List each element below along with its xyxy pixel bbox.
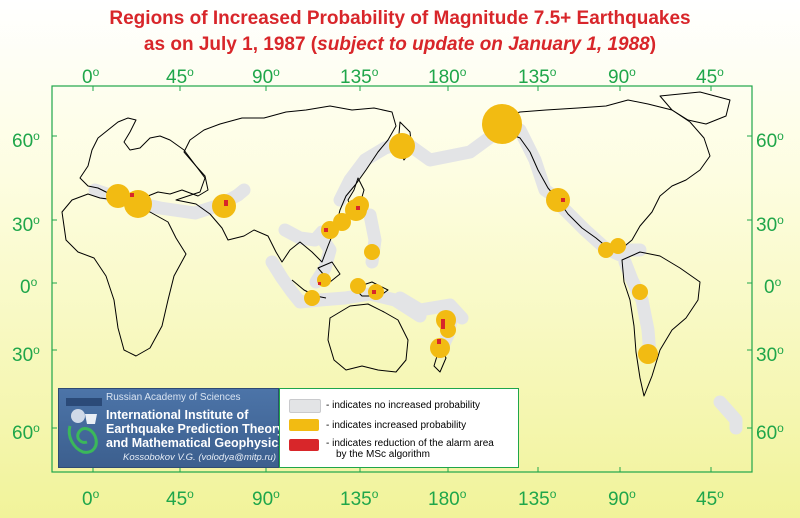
- new-guinea-outline: [353, 281, 389, 297]
- gray-zones: [88, 123, 743, 435]
- left-tick-60s: 60o: [12, 421, 40, 444]
- institute-emblem-icon: [66, 398, 102, 454]
- zone-red-kermadec: [437, 339, 441, 344]
- north-america-outline: [499, 99, 711, 251]
- legend-label-gray: - indicates no increased probability: [326, 400, 480, 411]
- zone-yellow-japan: [351, 196, 369, 214]
- bottom-tick-180: 180o: [428, 487, 467, 510]
- logo-institute-line3: and Mathematical Geophysics: [106, 436, 286, 450]
- yellow-zones: [106, 104, 658, 364]
- bottom-tick-90w: 90o: [608, 487, 636, 510]
- greenland-outline: [659, 91, 731, 125]
- zone-yellow-peru: [632, 284, 648, 300]
- right-tick-60n: 60o: [756, 129, 784, 152]
- legend-label-red: - indicates reduction of the alarm area: [326, 438, 494, 449]
- zone-red-tonga: [441, 319, 445, 329]
- map-title-line1: Regions of Increased Probability of Magn…: [109, 8, 691, 29]
- zone-yellow-california: [546, 188, 570, 212]
- zone-andes: [618, 255, 657, 362]
- map-frame: [51, 85, 753, 473]
- zone-yellow-kermadec: [430, 338, 450, 358]
- legend-swatch-gray: [289, 399, 321, 413]
- zone-aleutians: [398, 123, 507, 167]
- africa-outline: [61, 193, 187, 357]
- left-tick-0: 0o: [20, 275, 38, 298]
- asia-outline: [175, 105, 397, 263]
- right-tick-0: 0o: [764, 275, 782, 298]
- zone-yellow-banda: [350, 278, 366, 294]
- zone-yellow-guatemala: [610, 238, 626, 254]
- zone-yellow-alaska: [482, 104, 522, 144]
- top-tick-90w: 90o: [608, 65, 636, 88]
- zone-south-sandwich: [713, 395, 743, 435]
- right-tick-30n: 30o: [756, 213, 784, 236]
- left-tick-60n: 60o: [12, 129, 40, 152]
- red-zones: [130, 193, 565, 344]
- top-tick-90: 90o: [252, 65, 280, 88]
- zone-yellow-mariana: [364, 244, 380, 260]
- institute-logo-panel: Russian Academy of Sciences Internationa…: [58, 388, 285, 468]
- logo-institute-line1: International Institute of: [106, 408, 249, 422]
- zone-red-hindu-kush: [224, 200, 228, 206]
- top-tick-45w: 45o: [696, 65, 724, 88]
- zone-yellow-taiwan-b: [333, 213, 351, 231]
- bottom-tick-45: 45o: [166, 487, 194, 510]
- zone-caucasus: [231, 183, 251, 202]
- legend-swatch-yellow: [289, 419, 319, 431]
- right-tick-30s: 30o: [756, 343, 784, 366]
- zone-red-borneo: [318, 282, 321, 285]
- zone-red-taiwan: [324, 228, 328, 232]
- australia-outline: [327, 303, 409, 373]
- zone-yellow-kamchatka: [389, 133, 415, 159]
- left-tick-30n: 30o: [12, 213, 40, 236]
- legend-label-red-line2: by the MSc algorithm: [336, 449, 430, 460]
- legend-label-yellow: - indicates increased probability: [326, 420, 467, 431]
- top-tick-135: 135o: [340, 65, 379, 88]
- zone-red-new-guinea: [372, 290, 376, 294]
- top-tick-45: 45o: [166, 65, 194, 88]
- map-title-line2: as on July 1, 1987 (subject to update on…: [143, 34, 657, 55]
- zone-yellow-greece: [124, 190, 152, 218]
- zone-yellow-java: [304, 290, 320, 306]
- top-tick-180: 180o: [428, 65, 467, 88]
- right-tick-60s: 60o: [756, 421, 784, 444]
- bottom-tick-0: 0o: [82, 487, 100, 510]
- zone-sunda-arc: [265, 255, 427, 323]
- logo-institute-line2: Earthquake Prediction Theory: [106, 422, 284, 436]
- zone-red-california: [561, 198, 565, 202]
- zone-red-aegean: [130, 193, 134, 197]
- bottom-tick-135: 135o: [340, 487, 379, 510]
- logo-org: Russian Academy of Sciences: [106, 392, 241, 403]
- top-tick-0: 0o: [82, 65, 100, 88]
- bottom-tick-45w: 45o: [696, 487, 724, 510]
- top-tick-135w: 135o: [518, 65, 557, 88]
- coastlines: [61, 91, 731, 397]
- map-legend: - indicates no increased probability - i…: [279, 388, 519, 468]
- left-tick-30s: 30o: [12, 343, 40, 366]
- logo-author: Kossobokov V.G. (volodya@mitp.ru): [123, 452, 277, 463]
- zone-red-japan: [356, 206, 360, 210]
- zone-yellow-aegean: [106, 184, 130, 208]
- bottom-tick-90: 90o: [252, 487, 280, 510]
- zone-yellow-chile: [638, 344, 658, 364]
- bottom-tick-135w: 135o: [518, 487, 557, 510]
- south-america-outline: [621, 251, 701, 397]
- legend-swatch-red: [289, 439, 319, 451]
